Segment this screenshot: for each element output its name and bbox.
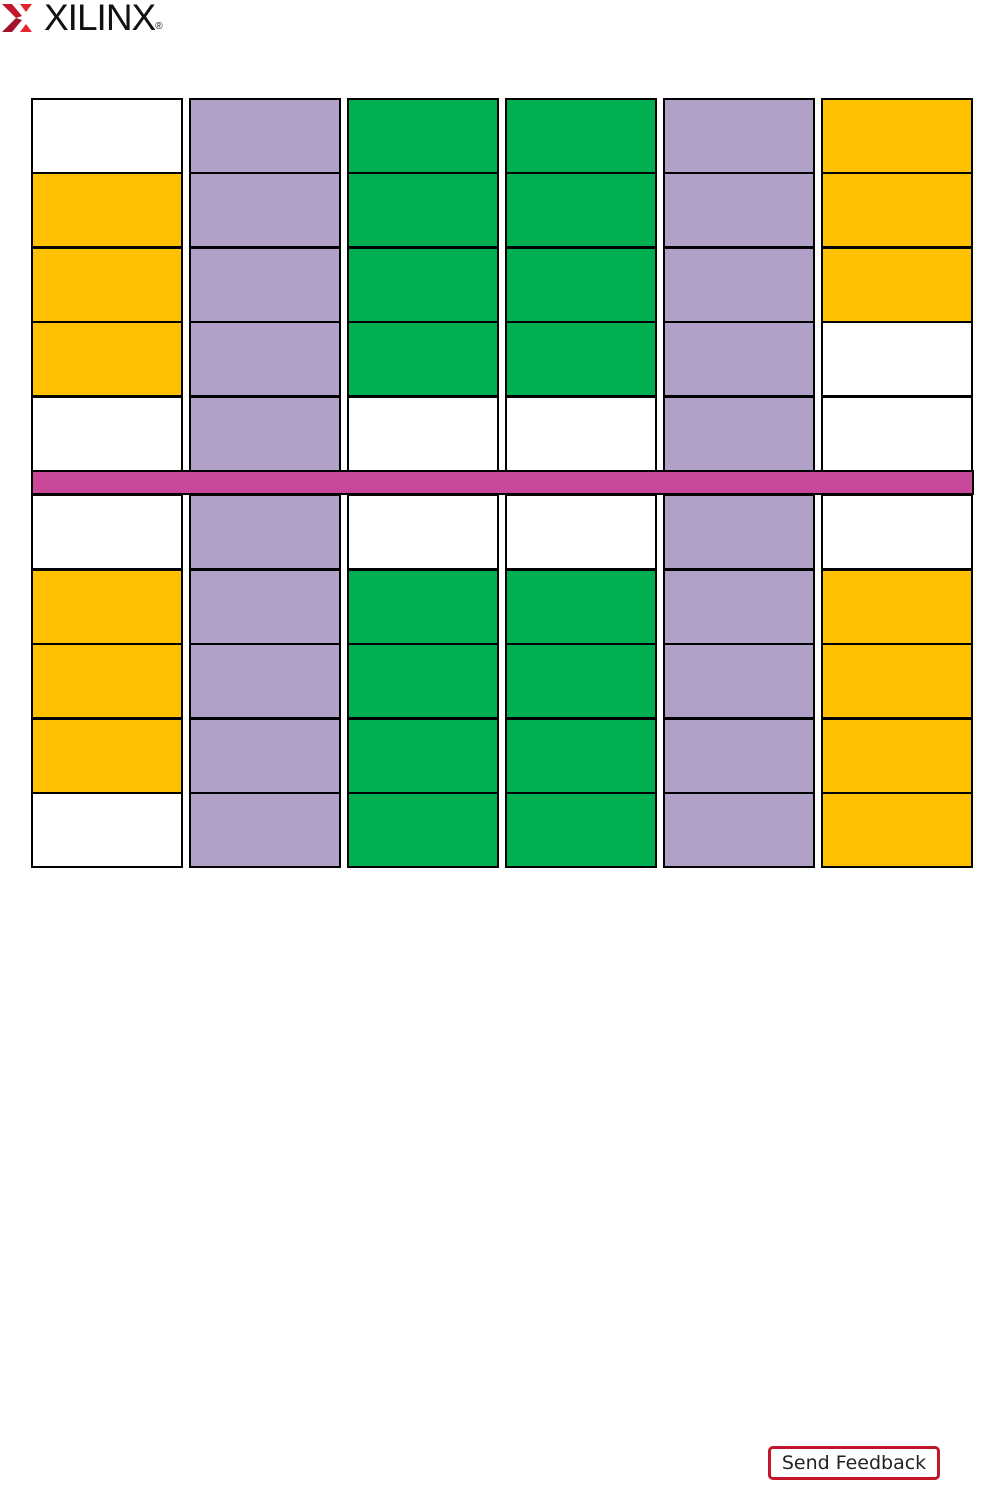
bottom-block-r2-c6 [821, 569, 973, 645]
top-block-r2-c6 [821, 172, 973, 248]
bottom-block-r4-c4 [505, 718, 657, 794]
top-block-r2-c3 [347, 172, 499, 248]
bottom-block-r3-c1 [31, 643, 183, 719]
top-block-r4-c3 [347, 321, 499, 397]
bottom-block-r3-c2 [189, 643, 341, 719]
top-block-r3-c2 [189, 247, 341, 323]
bottom-block-r1-c4 [505, 494, 657, 570]
top-block-r4-c5 [663, 321, 815, 397]
top-block-r1-c5 [663, 98, 815, 174]
top-block-r5-c4 [505, 396, 657, 472]
bottom-block-r2-c2 [189, 569, 341, 645]
bottom-block-r1-c6 [821, 494, 973, 570]
top-block-r1-c6 [821, 98, 973, 174]
top-block-r3-c3 [347, 247, 499, 323]
top-block-r5-c1 [31, 396, 183, 472]
top-block-r5-c2 [189, 396, 341, 472]
bottom-block-r1-c2 [189, 494, 341, 570]
bottom-block-r2-c4 [505, 569, 657, 645]
bottom-block-r5-c3 [347, 792, 499, 868]
top-block-r2-c2 [189, 172, 341, 248]
top-block-r4-c1 [31, 321, 183, 397]
bottom-block-r2-c5 [663, 569, 815, 645]
bottom-block-r4-c3 [347, 718, 499, 794]
bottom-block-r5-c1 [31, 792, 183, 868]
logo-registered-mark: ® [155, 21, 163, 32]
top-block-r2-c4 [505, 172, 657, 248]
bottom-block-r4-c6 [821, 718, 973, 794]
top-block-r1-c4 [505, 98, 657, 174]
top-block-r5-c3 [347, 396, 499, 472]
bottom-block-r4-c2 [189, 718, 341, 794]
bottom-block-r4-c5 [663, 718, 815, 794]
bottom-block-r5-c2 [189, 792, 341, 868]
top-block-r4-c2 [189, 321, 341, 397]
logo-text: XILINX [44, 0, 156, 38]
top-block-r2-c5 [663, 172, 815, 248]
top-block-r2-c1 [31, 172, 183, 248]
bottom-block-r4-c1 [31, 718, 183, 794]
top-block-r1-c2 [189, 98, 341, 174]
bottom-block-r5-c5 [663, 792, 815, 868]
bottom-block-r1-c1 [31, 494, 183, 570]
bottom-block-r2-c3 [347, 569, 499, 645]
bottom-block-r1-c3 [347, 494, 499, 570]
horizontal-divider-bar [31, 470, 974, 495]
bottom-block-r5-c4 [505, 792, 657, 868]
bottom-block-r3-c3 [347, 643, 499, 719]
top-block-r4-c6 [821, 321, 973, 397]
xilinx-logo: XILINX ® [2, 0, 163, 36]
top-block-r3-c6 [821, 247, 973, 323]
top-block-r3-c4 [505, 247, 657, 323]
block-diagram [31, 98, 974, 868]
top-block-r3-c1 [31, 247, 183, 323]
bottom-block-r2-c1 [31, 569, 183, 645]
top-block-r3-c5 [663, 247, 815, 323]
top-block-r1-c1 [31, 98, 183, 174]
bottom-block-r5-c6 [821, 792, 973, 868]
bottom-block-r1-c5 [663, 494, 815, 570]
bottom-block-r3-c6 [821, 643, 973, 719]
top-block-r1-c3 [347, 98, 499, 174]
bottom-block-r3-c4 [505, 643, 657, 719]
top-block-r4-c4 [505, 321, 657, 397]
send-feedback-label: Send Feedback [781, 1452, 927, 1474]
xilinx-logo-icon [2, 4, 32, 32]
send-feedback-button[interactable]: Send Feedback [768, 1446, 940, 1480]
bottom-block-r3-c5 [663, 643, 815, 719]
top-block-r5-c5 [663, 396, 815, 472]
top-block-r5-c6 [821, 396, 973, 472]
